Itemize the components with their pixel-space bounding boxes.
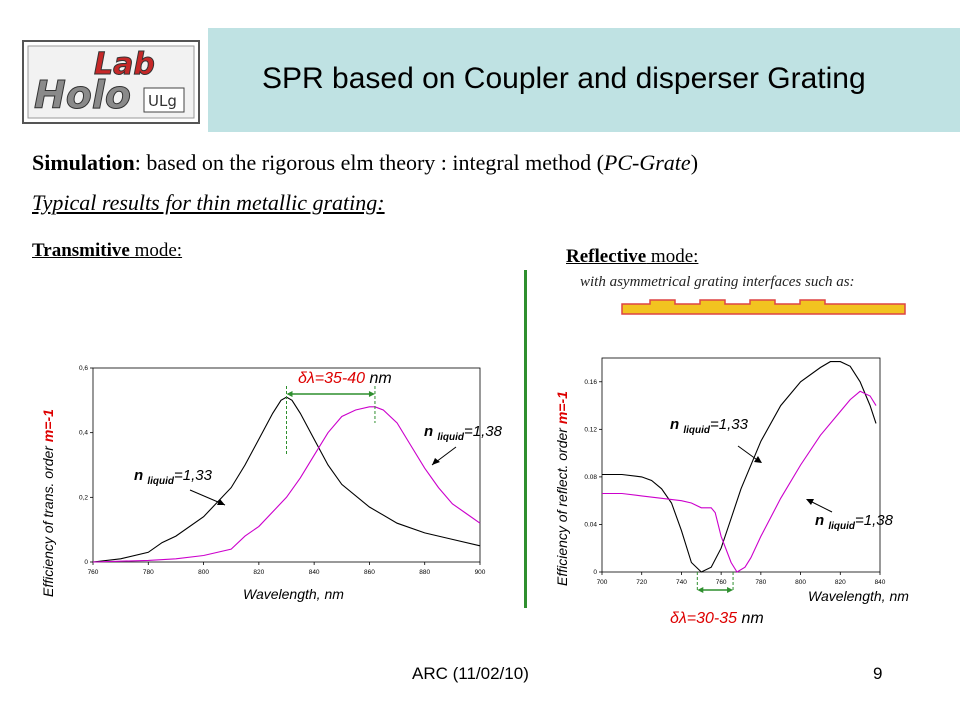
right-xtick-label: 760 — [716, 579, 727, 586]
left-n1-arrowhead — [217, 499, 225, 505]
right-delta-label: δλ=30-35 nm — [670, 610, 764, 628]
right-n2-value: =1,38 — [855, 512, 893, 529]
left-xtick-label: 760 — [88, 569, 99, 576]
simulation-close: ) — [690, 150, 699, 175]
left-n2-arrowhead — [432, 458, 440, 465]
right-ytick-label: 0.16 — [584, 379, 597, 386]
chart-reflective: 700 720 740 760 780 800 820 840 0 0.04 0.08 0.12 0.1… — [584, 357, 886, 593]
right-xtick-label: 820 — [835, 579, 846, 586]
right-xtick-label: 720 — [636, 579, 647, 586]
right-n1-label: n liquid=1,33 — [670, 416, 748, 436]
left-ytick-label: 0,6 — [79, 365, 88, 372]
right-xtick-label: 780 — [755, 579, 766, 586]
right-xtick-label: 740 — [676, 579, 687, 586]
left-plot-frame — [92, 367, 481, 563]
reflective-heading: Reflective mode: — [566, 246, 698, 268]
left-n1-sub: liquid — [147, 476, 175, 487]
title-band — [208, 28, 960, 132]
right-delta-unit: nm — [737, 610, 764, 627]
right-n2-sub: liquid — [828, 521, 856, 532]
left-ytick-label: 0 — [84, 559, 88, 566]
right-n1-arrowhead — [754, 456, 762, 463]
right-ytick-label: 0.12 — [584, 426, 597, 433]
transmitive-rest: mode: — [129, 240, 183, 261]
left-n2-value: =1,38 — [464, 423, 502, 440]
left-xtick-label: 820 — [253, 569, 264, 576]
svg-text:ULg: ULg — [148, 92, 177, 110]
right-series-line-2 — [602, 390, 877, 573]
left-ytick-label: 0,2 — [79, 494, 88, 501]
left-n1-value: =1,33 — [174, 467, 212, 484]
right-n1-value: =1,33 — [710, 416, 748, 433]
slide-number: 9 — [873, 664, 883, 683]
right-ytick-label: 0 — [593, 569, 597, 576]
left-xtick-label: 840 — [309, 569, 320, 576]
right-n1-n: n — [670, 416, 680, 433]
green-divider — [524, 270, 527, 608]
right-ylabel: Efficiency of reflect. order m=-1 — [554, 391, 570, 586]
simulation-text: : based on the rigorous elm theory : int… — [134, 150, 604, 175]
simulation-label: Simulation — [32, 150, 135, 175]
right-series-line-1 — [602, 361, 877, 573]
left-xtick-label: 860 — [364, 569, 375, 576]
typical-results-heading: Typical results for thin metallic gratin… — [32, 190, 385, 215]
svg-text:Lab: Lab — [94, 47, 155, 82]
reflective-note: with asymmetrical grating interfaces suc… — [580, 274, 855, 290]
reflective-rest: mode: — [646, 246, 699, 267]
left-n2-sub: liquid — [437, 432, 465, 443]
right-ylabel-main: Efficiency of reflect. order — [554, 424, 570, 586]
right-plot-frame — [601, 357, 881, 573]
right-n2-n: n — [815, 512, 825, 529]
footer-date: ARC (11/02/10) — [412, 664, 529, 683]
right-n2-arrowhead — [806, 499, 814, 505]
right-ytick-label: 0.04 — [584, 521, 597, 528]
left-ylabel-main: Efficiency of trans. order — [40, 442, 56, 597]
right-ytick-label: 0.08 — [584, 474, 597, 481]
left-xtick-label: 900 — [475, 569, 486, 576]
right-n1-sub: liquid — [683, 425, 711, 436]
right-xtick-label: 700 — [597, 579, 608, 586]
right-n2-label: n liquid=1,38 — [815, 512, 893, 532]
left-n1-n: n — [134, 467, 144, 484]
right-xtick-label: 840 — [875, 579, 886, 586]
grating-profile-icon — [621, 299, 906, 315]
transmitive-bold: Transmitive — [32, 240, 130, 261]
right-xtick-label: 800 — [795, 579, 806, 586]
left-delta-label: δλ=35-40 nm — [298, 370, 392, 388]
right-ylabel-order: m=-1 — [554, 391, 570, 425]
left-xtick-label: 800 — [198, 569, 209, 576]
page-title: SPR based on Coupler and disperser Grati… — [262, 62, 866, 95]
left-delta-unit: nm — [365, 370, 392, 387]
transmitive-heading: Transmitive mode: — [32, 240, 182, 262]
left-n1-label: n liquid=1,33 — [134, 467, 212, 487]
simulation-line: Simulation: based on the rigorous elm th… — [32, 150, 698, 176]
left-xtick-label: 880 — [419, 569, 430, 576]
left-series-line-1 — [92, 396, 481, 563]
left-n2-label: n liquid=1,38 — [424, 423, 502, 443]
left-xlabel: Wavelength, nm — [243, 586, 344, 602]
left-delta-value: δλ=35-40 — [298, 370, 366, 387]
svg-text:Holo: Holo — [34, 73, 131, 117]
holo-lab-logo: Lab Holo ULg — [22, 40, 200, 124]
left-ytick-label: 0,4 — [79, 430, 88, 437]
reflective-bold: Reflective — [566, 246, 647, 267]
left-n2-n: n — [424, 423, 434, 440]
simulation-method: PC-Grate — [603, 150, 691, 175]
right-xlabel: Wavelength, nm — [808, 588, 909, 604]
left-ylabel-order: m=-1 — [40, 409, 56, 443]
left-series-line-2 — [92, 406, 481, 563]
chart-transmitive: 760 780 800 820 840 860 880 900 0 0,2 0,4 0,6 — [79, 365, 486, 576]
left-ylabel: Efficiency of trans. order m=-1 — [40, 409, 56, 597]
right-delta-value: δλ=30-35 — [670, 610, 738, 627]
left-xtick-label: 780 — [143, 569, 154, 576]
